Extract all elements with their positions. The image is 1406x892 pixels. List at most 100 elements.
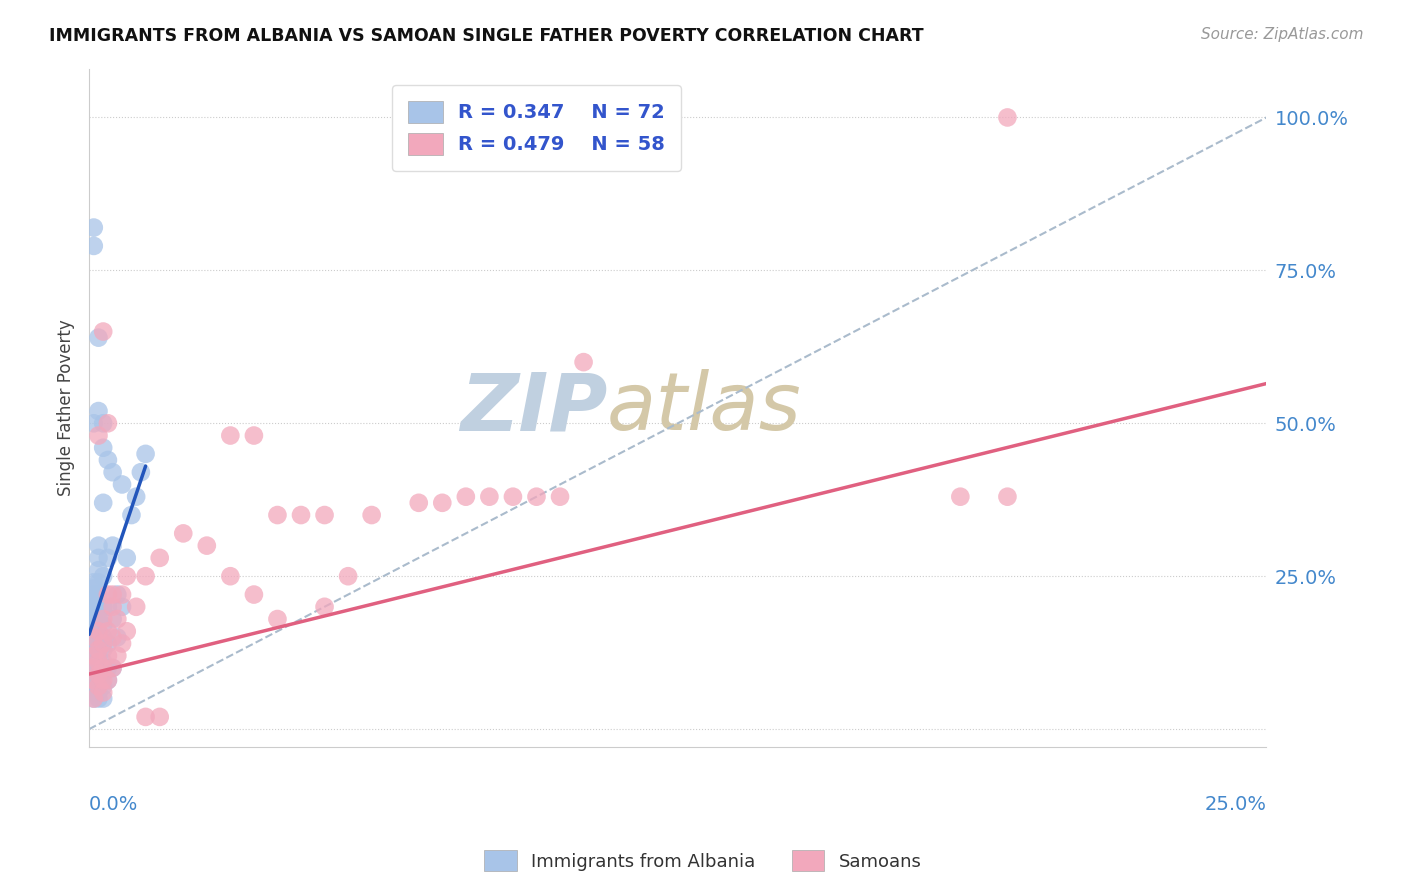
- Point: [91, 496, 114, 510]
- Text: ZIP: ZIP: [460, 369, 607, 447]
- Point: [97, 550, 120, 565]
- Point: [129, 465, 152, 479]
- Point: [101, 465, 124, 479]
- Point: [87, 667, 110, 681]
- Point: [91, 673, 114, 688]
- Point: [83, 582, 105, 596]
- Point: [360, 508, 382, 522]
- Point: [83, 673, 105, 688]
- Point: [83, 679, 105, 693]
- Point: [83, 599, 105, 614]
- Point: [125, 490, 148, 504]
- Point: [290, 508, 312, 522]
- Point: [101, 588, 124, 602]
- Point: [83, 661, 105, 675]
- Y-axis label: Single Father Poverty: Single Father Poverty: [58, 319, 75, 496]
- Point: [101, 661, 124, 675]
- Point: [87, 691, 110, 706]
- Point: [97, 417, 120, 431]
- Point: [83, 612, 105, 626]
- Point: [87, 428, 110, 442]
- Point: [97, 648, 120, 663]
- Text: atlas: atlas: [607, 369, 801, 447]
- Point: [135, 710, 157, 724]
- Point: [83, 691, 105, 706]
- Point: [87, 667, 110, 681]
- Point: [87, 588, 110, 602]
- Point: [83, 417, 105, 431]
- Point: [949, 490, 972, 504]
- Text: 0.0%: 0.0%: [89, 795, 138, 814]
- Point: [115, 569, 138, 583]
- Point: [111, 636, 134, 650]
- Point: [87, 575, 110, 590]
- Point: [97, 673, 120, 688]
- Point: [478, 490, 501, 504]
- Point: [87, 624, 110, 639]
- Point: [243, 428, 266, 442]
- Point: [87, 612, 110, 626]
- Point: [83, 631, 105, 645]
- Point: [83, 606, 105, 620]
- Point: [87, 648, 110, 663]
- Point: [83, 575, 105, 590]
- Point: [111, 599, 134, 614]
- Point: [83, 593, 105, 607]
- Point: [548, 490, 571, 504]
- Point: [120, 508, 142, 522]
- Point: [97, 673, 120, 688]
- Point: [101, 599, 124, 614]
- Point: [101, 539, 124, 553]
- Point: [149, 550, 172, 565]
- Point: [83, 642, 105, 657]
- Point: [83, 631, 105, 645]
- Point: [87, 539, 110, 553]
- Point: [219, 428, 242, 442]
- Point: [83, 624, 105, 639]
- Point: [997, 490, 1019, 504]
- Point: [266, 612, 288, 626]
- Point: [87, 642, 110, 657]
- Point: [83, 636, 105, 650]
- Point: [83, 648, 105, 663]
- Point: [83, 618, 105, 632]
- Point: [195, 539, 218, 553]
- Point: [83, 648, 105, 663]
- Point: [111, 477, 134, 491]
- Text: 25.0%: 25.0%: [1205, 795, 1267, 814]
- Point: [105, 631, 128, 645]
- Point: [87, 636, 110, 650]
- Point: [87, 655, 110, 669]
- Point: [432, 496, 454, 510]
- Point: [97, 588, 120, 602]
- Point: [91, 642, 114, 657]
- Point: [83, 691, 105, 706]
- Point: [526, 490, 548, 504]
- Point: [91, 417, 114, 431]
- Point: [97, 624, 120, 639]
- Point: [97, 661, 120, 675]
- Point: [91, 569, 114, 583]
- Point: [83, 673, 105, 688]
- Point: [105, 612, 128, 626]
- Point: [997, 111, 1019, 125]
- Point: [101, 612, 124, 626]
- Point: [454, 490, 477, 504]
- Point: [408, 496, 430, 510]
- Point: [243, 588, 266, 602]
- Point: [111, 588, 134, 602]
- Point: [87, 599, 110, 614]
- Point: [83, 220, 105, 235]
- Point: [87, 563, 110, 577]
- Point: [83, 667, 105, 681]
- Point: [91, 661, 114, 675]
- Point: [87, 661, 110, 675]
- Legend: R = 0.347    N = 72, R = 0.479    N = 58: R = 0.347 N = 72, R = 0.479 N = 58: [392, 85, 681, 170]
- Point: [87, 685, 110, 699]
- Point: [115, 550, 138, 565]
- Point: [266, 508, 288, 522]
- Point: [115, 624, 138, 639]
- Point: [87, 624, 110, 639]
- Point: [105, 648, 128, 663]
- Point: [91, 325, 114, 339]
